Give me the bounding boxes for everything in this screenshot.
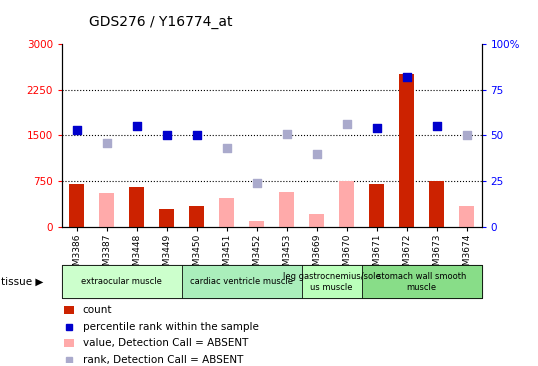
- Text: extraocular muscle: extraocular muscle: [81, 277, 162, 286]
- Point: [222, 145, 231, 151]
- Text: tissue ▶: tissue ▶: [1, 277, 44, 287]
- Point: [132, 123, 141, 129]
- Text: percentile rank within the sample: percentile rank within the sample: [83, 322, 259, 332]
- Text: cardiac ventricle muscle: cardiac ventricle muscle: [190, 277, 293, 286]
- Bar: [219, 198, 234, 227]
- Bar: [182, 265, 302, 298]
- Point: [432, 123, 441, 129]
- Point: [282, 131, 291, 137]
- Bar: [369, 184, 384, 227]
- Point: [462, 132, 471, 138]
- Text: count: count: [83, 305, 112, 315]
- Point: [103, 140, 111, 146]
- Text: GDS276 / Y16774_at: GDS276 / Y16774_at: [89, 15, 232, 29]
- Bar: [459, 206, 474, 227]
- Bar: [302, 265, 362, 298]
- Bar: [62, 265, 182, 298]
- Point: [342, 122, 351, 127]
- Bar: [64, 306, 74, 314]
- Point: [73, 127, 81, 133]
- Bar: [399, 74, 414, 227]
- Bar: [189, 206, 204, 227]
- Bar: [129, 187, 144, 227]
- Bar: [100, 193, 114, 227]
- Point: [313, 151, 321, 157]
- Point: [162, 132, 171, 138]
- Bar: [429, 181, 444, 227]
- Bar: [362, 265, 482, 298]
- Point: [252, 180, 261, 186]
- Bar: [309, 213, 324, 227]
- Text: value, Detection Call = ABSENT: value, Detection Call = ABSENT: [83, 338, 248, 348]
- Bar: [69, 184, 84, 227]
- Text: leg gastrocnemius/sole
us muscle: leg gastrocnemius/sole us muscle: [283, 272, 380, 292]
- Bar: [159, 209, 174, 227]
- Text: rank, Detection Call = ABSENT: rank, Detection Call = ABSENT: [83, 355, 243, 365]
- Text: stomach wall smooth
muscle: stomach wall smooth muscle: [377, 272, 466, 292]
- Point: [402, 74, 411, 80]
- Bar: [64, 339, 74, 347]
- Bar: [249, 221, 264, 227]
- Point: [193, 132, 201, 138]
- Point: [372, 125, 381, 131]
- Bar: [339, 181, 354, 227]
- Bar: [279, 191, 294, 227]
